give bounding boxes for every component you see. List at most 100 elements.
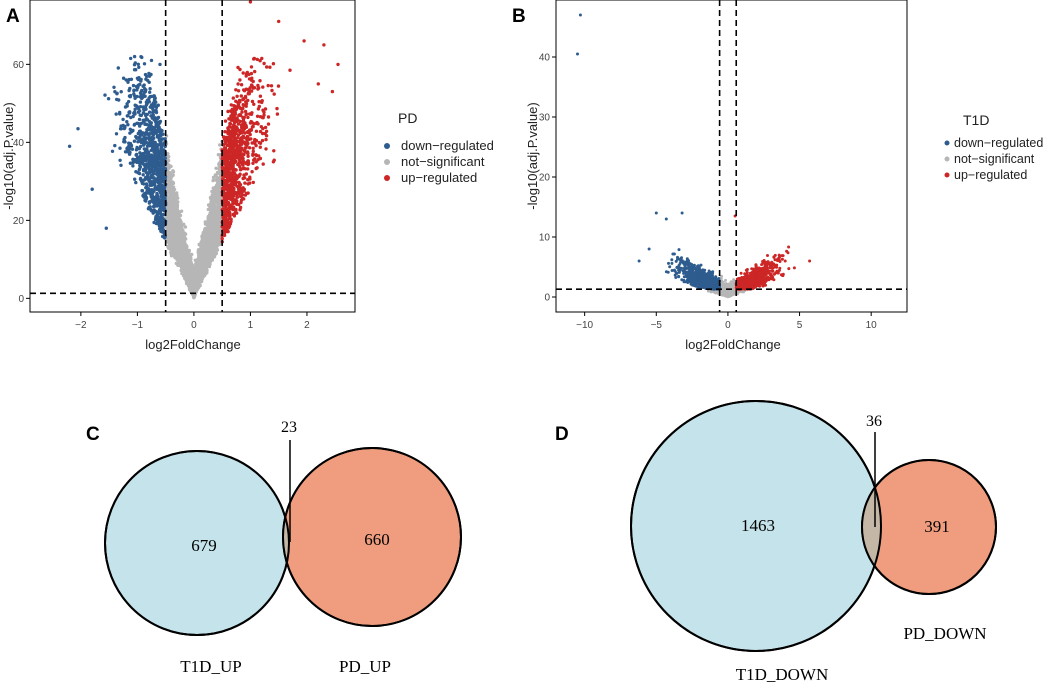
volcano-point-down — [118, 112, 122, 116]
volcano-point-ns — [182, 258, 186, 262]
volcano-point-up — [237, 151, 241, 156]
volcano-point-down — [127, 141, 131, 145]
volcano-point-ns — [165, 205, 170, 210]
volcano-point-down — [125, 104, 129, 108]
volcano-point-down — [156, 143, 160, 147]
volcano-point-down — [134, 180, 138, 185]
volcano-point-up — [239, 83, 244, 87]
volcano-point-down — [131, 114, 135, 119]
volcano-point-down — [141, 84, 145, 88]
volcano-point-ns — [175, 222, 179, 226]
volcano-point-up — [251, 153, 255, 157]
volcano-point-up — [247, 146, 252, 150]
volcano-point-up — [236, 122, 241, 126]
volcano-point-down — [126, 114, 130, 118]
volcano-point-ns — [181, 241, 185, 245]
volcano-point-down — [137, 65, 141, 70]
volcano-point-ns — [201, 233, 205, 237]
volcano-point-down — [90, 187, 94, 191]
volcano-point-down — [123, 140, 127, 144]
volcano-point-ns — [168, 207, 172, 211]
volcano-point-ns — [190, 264, 194, 269]
volcano-point-up — [243, 181, 247, 185]
volcano-point-up — [241, 103, 245, 107]
volcano-point-up — [243, 176, 247, 180]
volcano-point-ns — [180, 268, 185, 273]
volcano-point-up — [251, 149, 255, 154]
volcano-point-down — [150, 154, 155, 158]
volcano-point-ns — [209, 200, 213, 204]
volcano-point-up — [258, 79, 262, 83]
volcano-point-up — [255, 120, 259, 125]
volcano-point-ns — [171, 212, 175, 216]
volcano-point-ns — [172, 229, 177, 233]
volcano-point-up — [229, 129, 233, 133]
volcano-point-up — [236, 148, 240, 153]
volcano-point-up — [258, 145, 262, 149]
volcano-point-ns — [183, 265, 188, 269]
volcano-point-ns — [172, 193, 176, 197]
volcano-point-up — [246, 98, 250, 103]
volcano-point-down — [116, 66, 121, 70]
volcano-point-down — [148, 189, 152, 194]
volcano-point-down — [134, 170, 138, 174]
volcano-point-down — [135, 145, 139, 150]
volcano-point-up — [253, 69, 257, 74]
volcano-point-down — [158, 128, 163, 132]
volcano-point-up — [228, 122, 233, 126]
volcano-point-up — [238, 165, 242, 169]
volcano-point-down — [119, 124, 123, 128]
volcano-point-up — [223, 130, 227, 134]
volcano-point-up — [227, 117, 231, 121]
volcano-point-ns — [208, 215, 212, 219]
volcano-point-ns — [166, 245, 170, 249]
volcano-point-up — [250, 141, 254, 145]
volcano-point-ns — [206, 261, 211, 266]
volcano-point-ns — [188, 261, 192, 266]
volcano-point-down — [149, 58, 154, 63]
volcano-point-up — [302, 39, 306, 43]
volcano-point-down — [156, 115, 161, 120]
volcano-point-up — [232, 214, 237, 218]
volcano-point-up — [330, 89, 335, 94]
volcano-point-down — [144, 107, 148, 111]
volcano-point-down — [156, 198, 161, 203]
volcano-point-down — [134, 84, 139, 89]
volcano-point-ns — [180, 254, 184, 258]
volcano-point-ns — [168, 178, 173, 182]
volcano-point-up — [246, 154, 250, 158]
volcano-point-down — [119, 163, 123, 167]
volcano-point-ns — [177, 211, 181, 215]
volcano-point-down — [134, 68, 138, 72]
volcano-point-up — [223, 119, 228, 123]
volcano-point-down — [147, 144, 151, 148]
volcano-point-up — [244, 72, 249, 76]
volcano-point-down — [118, 146, 122, 150]
volcano-point-down — [136, 140, 140, 144]
volcano-point-ns — [211, 238, 215, 243]
volcano-point-up — [229, 114, 233, 118]
volcano-point-down — [139, 121, 143, 126]
volcano-point-down — [148, 205, 152, 209]
volcano-point-ns — [175, 246, 179, 250]
volcano-point-down — [128, 150, 132, 155]
volcano-point-down — [155, 170, 159, 175]
volcano-point-down — [113, 143, 117, 148]
volcano-point-ns — [176, 263, 180, 267]
volcano-point-ns — [217, 206, 221, 211]
volcano-point-down — [132, 123, 136, 127]
volcano-point-ns — [176, 219, 180, 223]
volcano-point-up — [240, 131, 244, 135]
volcano-point-ns — [175, 213, 179, 218]
volcano-point-ns — [215, 179, 219, 183]
volcano-point-ns — [170, 248, 174, 252]
volcano-point-ns — [203, 262, 207, 266]
volcano-point-up — [248, 112, 252, 116]
volcano-point-up — [246, 162, 250, 167]
volcano-point-down — [146, 186, 150, 191]
volcano-point-up — [256, 107, 261, 111]
volcano-point-ns — [185, 251, 189, 255]
volcano-point-ns — [192, 295, 196, 299]
volcano-point-ns — [172, 204, 176, 209]
volcano-point-up — [226, 143, 231, 148]
